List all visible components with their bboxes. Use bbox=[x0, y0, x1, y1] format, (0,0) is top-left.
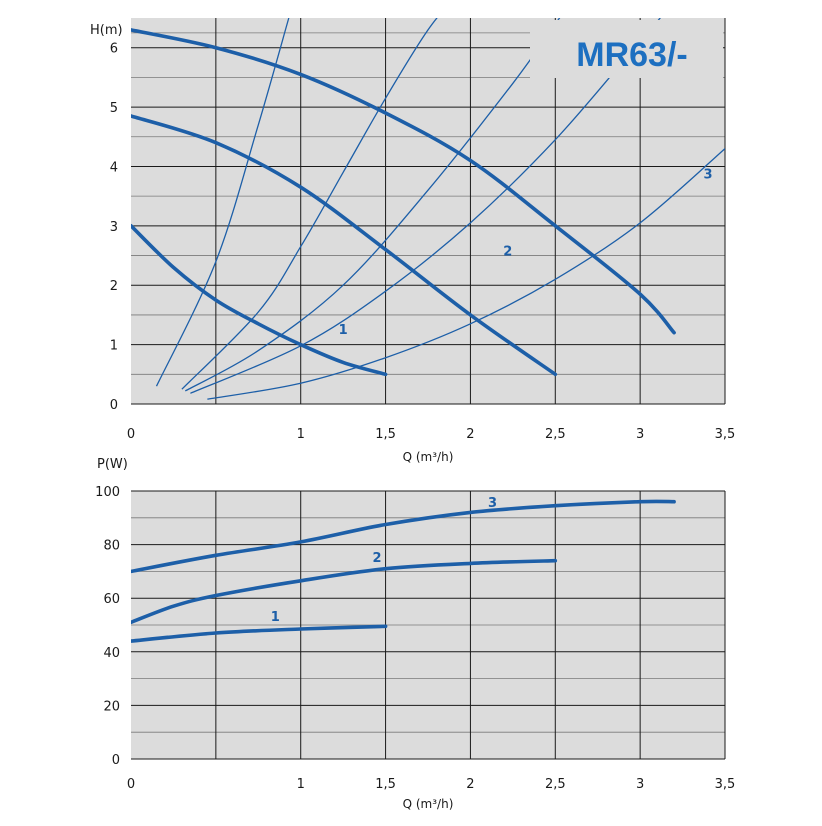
power-curve-speed-3 bbox=[131, 499, 676, 574]
head-curve-speed-1 bbox=[131, 224, 388, 377]
model-title: MR63/- bbox=[576, 36, 687, 74]
head-y-tick-label: 0 bbox=[110, 398, 118, 413]
power-y-tick-label: 40 bbox=[103, 646, 120, 661]
power-curve-speed-2 bbox=[131, 558, 558, 625]
head-y-tick-label: 2 bbox=[110, 279, 118, 294]
model-title-box bbox=[530, 20, 723, 78]
head-x-tick-label: 1,5 bbox=[375, 427, 396, 442]
head-y-tick-label: 4 bbox=[110, 160, 118, 175]
power-y-tick-label: 20 bbox=[103, 699, 120, 714]
head-x-tick-label: 3 bbox=[636, 427, 644, 442]
power-x-tick-label: 1 bbox=[297, 777, 305, 792]
head-y-tick-label: 6 bbox=[110, 42, 118, 57]
head-x-tick-label: 2,5 bbox=[545, 427, 566, 442]
head-y-tick-label: 3 bbox=[110, 220, 118, 235]
head-curve-speed-3 bbox=[131, 28, 676, 335]
power-x-axis-title: Q (m³/h) bbox=[403, 797, 454, 811]
head-system-curve bbox=[181, 18, 438, 390]
head-x-tick-label: 0 bbox=[127, 427, 135, 442]
head-plot-background bbox=[131, 18, 725, 404]
power-x-tick-label: 3,5 bbox=[715, 777, 736, 792]
power-y-tick-label: 80 bbox=[103, 539, 120, 554]
head-x-tick-label: 2 bbox=[466, 427, 474, 442]
power-x-tick-label: 0 bbox=[127, 777, 135, 792]
power-x-tick-label: 1,5 bbox=[375, 777, 396, 792]
head-system-curve bbox=[207, 148, 725, 400]
head-curve-label-3: 3 bbox=[704, 167, 713, 182]
power-curve-label-3: 3 bbox=[488, 496, 497, 511]
head-x-tick-label: 1 bbox=[297, 427, 305, 442]
head-x-tick-label: 3,5 bbox=[715, 427, 736, 442]
power-curve-speed-1 bbox=[131, 624, 388, 643]
head-system-curve bbox=[190, 18, 661, 394]
power-y-tick-label: 0 bbox=[112, 753, 120, 768]
head-y-tick-label: 1 bbox=[110, 339, 118, 354]
head-curve-speed-2 bbox=[131, 114, 558, 377]
power-y-tick-label: 100 bbox=[95, 485, 120, 500]
power-x-tick-label: 3 bbox=[636, 777, 644, 792]
power-curve-label-2: 2 bbox=[373, 551, 382, 566]
head-x-axis-title: Q (m³/h) bbox=[403, 450, 454, 464]
power-y-axis-title: P(W) bbox=[97, 457, 128, 472]
power-curve-label-1: 1 bbox=[271, 610, 280, 625]
head-y-tick-label: 5 bbox=[110, 101, 118, 116]
head-curve-label-2: 2 bbox=[503, 245, 512, 260]
power-x-tick-label: 2,5 bbox=[545, 777, 566, 792]
power-x-tick-label: 2 bbox=[466, 777, 474, 792]
power-y-tick-label: 60 bbox=[103, 592, 120, 607]
head-curve-label-1: 1 bbox=[339, 323, 348, 338]
head-y-axis-title: H(m) bbox=[90, 23, 123, 38]
